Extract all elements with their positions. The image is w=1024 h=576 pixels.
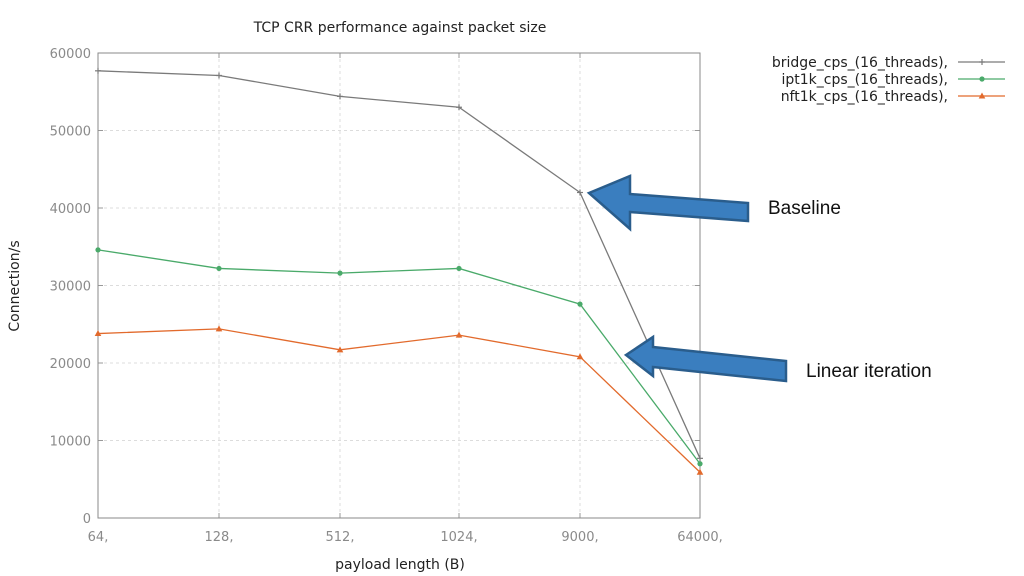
data-point (577, 301, 583, 307)
series-line-1 (97, 70, 701, 459)
data-point (577, 189, 583, 196)
series-lines (94, 67, 704, 475)
y-tick-label: 50000 (50, 125, 91, 140)
y-tick-label: 60000 (50, 47, 91, 62)
x-axis-label: payload length (B) (335, 557, 465, 573)
plot-frame (97, 52, 701, 519)
x-tick-label: 1024, (440, 530, 477, 545)
legend-label: nft1k_cps_(16_threads), (781, 89, 948, 105)
y-tick-label: 30000 (50, 280, 91, 295)
data-point (216, 72, 222, 79)
annotation-arrow (623, 334, 788, 383)
data-point (697, 455, 703, 462)
legend-marker (979, 76, 985, 82)
annotation-label: Baseline (768, 198, 841, 219)
legend-marker (979, 59, 985, 65)
series-line-3 (97, 328, 701, 473)
data-point (215, 325, 223, 332)
data-point (697, 461, 703, 467)
chart-title: TCP CRR performance against packet size (253, 20, 547, 36)
annotation-label: Linear iteration (806, 361, 932, 382)
y-tick-label: 40000 (50, 202, 91, 217)
data-point (94, 330, 102, 337)
y-tick-label: 10000 (50, 435, 91, 450)
legend: bridge_cps_(16_threads),ipt1k_cps_(16_th… (772, 55, 1005, 105)
data-point (456, 104, 462, 111)
data-point (95, 247, 101, 253)
x-tick-label: 64000, (677, 530, 723, 545)
annotations: Baseline Linear iteration (586, 174, 932, 383)
y-axis-label: Connection/s (7, 240, 23, 331)
data-point (216, 265, 222, 272)
axes: 0 10000 20000 30000 40000 50000 60000 64, 128, 51… (50, 47, 723, 545)
legend-marker (978, 92, 986, 99)
series-line-2 (97, 249, 701, 465)
legend-label: ipt1k_cps_(16_threads), (781, 72, 948, 88)
data-point (95, 67, 101, 74)
data-point (696, 468, 704, 475)
data-point (576, 353, 584, 360)
data-point (337, 270, 343, 276)
x-tick-label: 9000, (561, 530, 598, 545)
y-tick-label: 0 (83, 512, 91, 527)
data-point (337, 93, 343, 100)
data-point (456, 265, 462, 272)
annotation-arrow (586, 174, 750, 232)
grid (98, 52, 700, 518)
x-tick-label: 128, (205, 530, 234, 545)
data-point (336, 346, 344, 353)
x-tick-label: 512, (326, 530, 355, 545)
x-tick-label: 64, (88, 530, 109, 545)
y-tick-label: 20000 (50, 357, 91, 372)
data-point (455, 331, 463, 338)
legend-label: bridge_cps_(16_threads), (772, 55, 948, 71)
